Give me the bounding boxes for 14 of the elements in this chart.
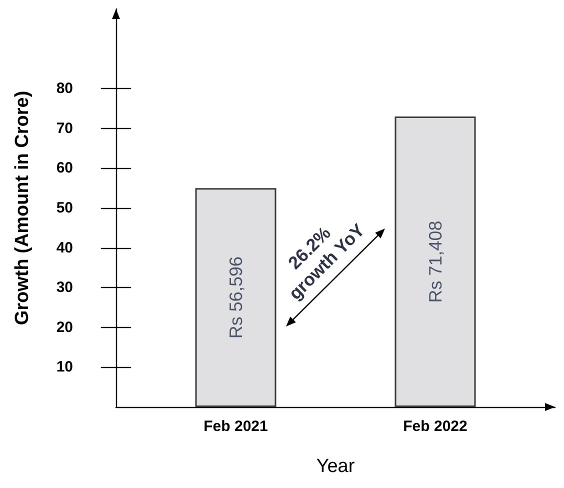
y-tick-label: 20 <box>56 318 73 336</box>
y-tick-label: 60 <box>56 160 73 177</box>
y-tick-label: 70 <box>56 120 73 137</box>
x-tick-label: Feb 2021 <box>204 418 268 435</box>
data-label: Rs 71,408 <box>425 220 446 303</box>
y-tick-label: 30 <box>56 279 73 296</box>
x-axis-title: Year <box>316 456 356 477</box>
x-tick-label: Feb 2022 <box>403 418 468 435</box>
y-tick-label: 80 <box>56 80 73 98</box>
data-label: Rs 56,596 <box>226 256 246 339</box>
y-tick-label: 40 <box>56 239 73 256</box>
y-tick-label: 50 <box>56 200 73 216</box>
y-axis-title: Growth (Amount in Crore) <box>12 90 33 326</box>
y-tick-label: 10 <box>56 358 73 376</box>
